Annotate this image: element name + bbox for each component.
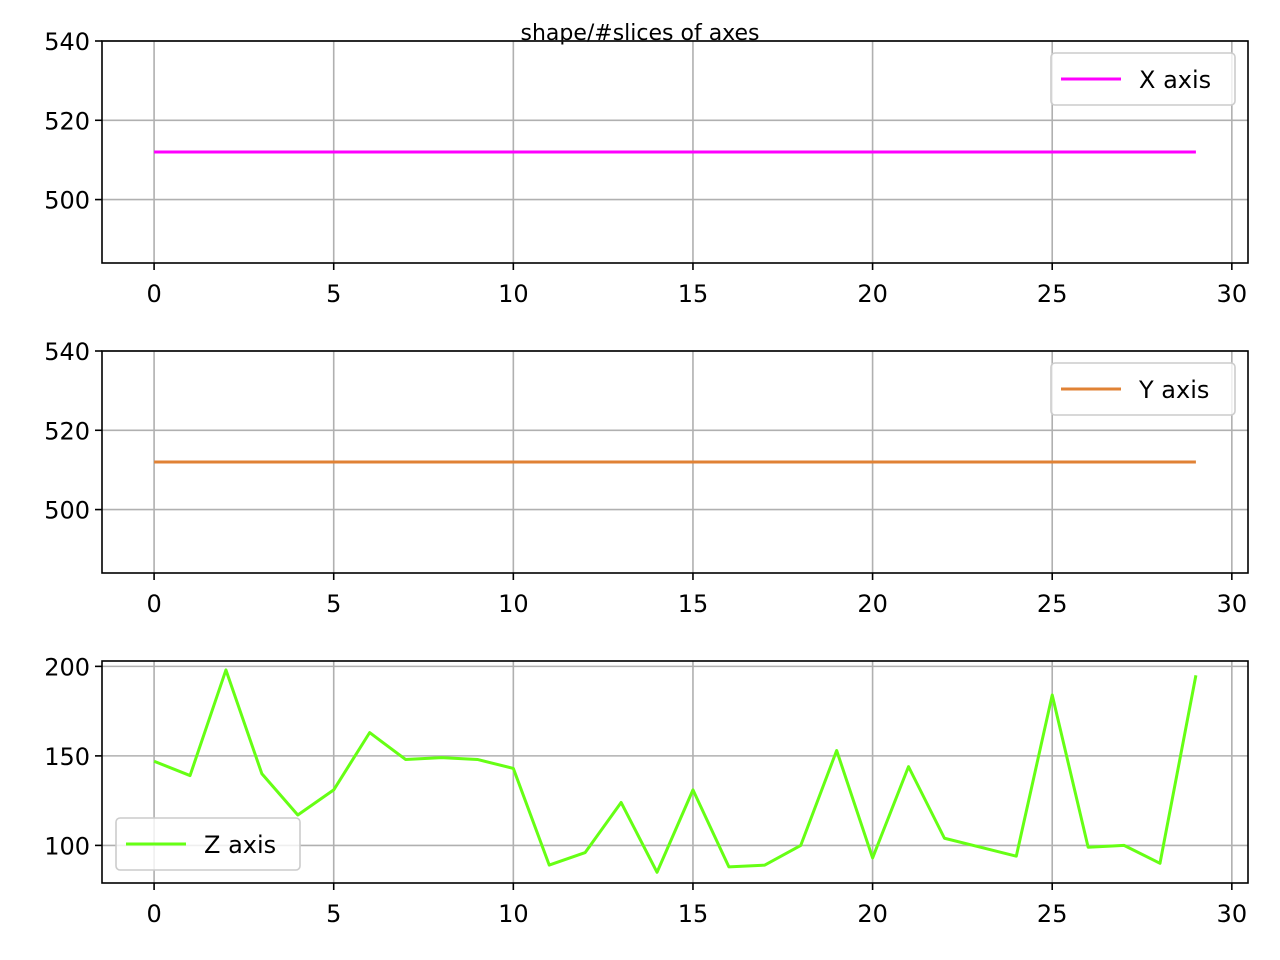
axes-frame: [101, 660, 1249, 884]
x-tick-label: 10: [498, 280, 529, 308]
y-tick-label: 520: [44, 107, 90, 135]
axes-frame: [101, 350, 1249, 574]
x-tick-label: 15: [678, 590, 709, 618]
x-tick-label: 30: [1217, 590, 1248, 618]
x-tick-label: 20: [857, 900, 888, 928]
y-tick-label: 100: [44, 832, 90, 860]
axes-frame: [101, 40, 1249, 264]
x-tick-label: 0: [146, 900, 161, 928]
x-tick-label: 15: [678, 280, 709, 308]
legend-label: Y axis: [1138, 376, 1209, 404]
x-tick-label: 20: [857, 590, 888, 618]
y-tick-label: 200: [44, 653, 90, 681]
x-tick-label: 25: [1037, 590, 1068, 618]
y-tick-label: 500: [44, 497, 90, 525]
x-tick-label: 20: [857, 280, 888, 308]
legend-box: [1050, 52, 1236, 106]
x-tick-label: 0: [146, 280, 161, 308]
x-tick-label: 25: [1037, 900, 1068, 928]
subplot-3: 0 5 10 15 20 25 30 100 150 200 Z axis: [44, 653, 1249, 928]
y-tick-label: 500: [44, 187, 90, 215]
x-tick-label: 5: [326, 590, 341, 618]
figure-title: shape/#slices of axes: [520, 21, 759, 46]
subplot-2: 0 5 10 15 20 25 30 500 520 540 Y axis: [44, 338, 1249, 618]
legend: Y axis: [1050, 362, 1236, 416]
x-tick-label: 30: [1217, 900, 1248, 928]
series-line-z-axis: [153, 668, 1198, 874]
x-tick-label: 5: [326, 280, 341, 308]
legend-label: Z axis: [204, 831, 276, 859]
y-tick-label: 540: [44, 28, 90, 56]
x-tick-label: 30: [1217, 280, 1248, 308]
legend-box: [1050, 362, 1236, 416]
x-tick-label: 10: [498, 590, 529, 618]
y-tick-label: 150: [44, 743, 90, 771]
legend-label: X axis: [1139, 66, 1211, 94]
legend-box: [115, 817, 301, 871]
x-tick-label: 5: [326, 900, 341, 928]
y-tick-label: 540: [44, 338, 90, 366]
x-tick-label: 0: [146, 590, 161, 618]
x-tick-label: 15: [678, 900, 709, 928]
subplot-1: 0 5 10 15 20 25 30 500 520 540 X axis: [44, 28, 1249, 308]
x-tick-label: 10: [498, 900, 529, 928]
legend: Z axis: [115, 817, 301, 871]
x-tick-label: 25: [1037, 280, 1068, 308]
y-tick-label: 520: [44, 417, 90, 445]
legend: X axis: [1050, 52, 1236, 106]
